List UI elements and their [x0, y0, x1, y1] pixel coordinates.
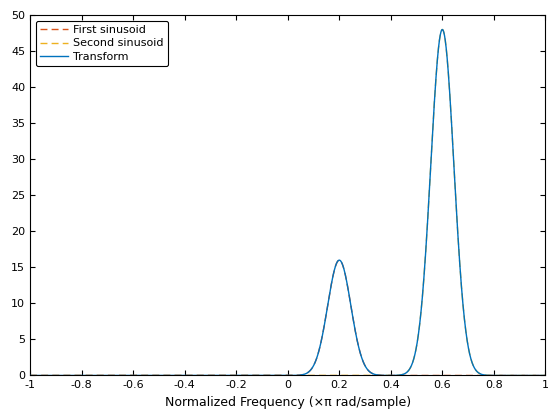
X-axis label: Normalized Frequency (×π rad/sample): Normalized Frequency (×π rad/sample)	[165, 396, 411, 409]
Line: First sinusoid: First sinusoid	[30, 260, 545, 375]
Line: Second sinusoid: Second sinusoid	[30, 29, 545, 375]
Transform	[542, 373, 549, 378]
Second sinusoid	[128, 373, 134, 378]
First sinusoid	[48, 373, 55, 378]
Transform	[439, 27, 446, 32]
Transform	[48, 373, 55, 378]
First sinusoid	[29, 373, 36, 378]
Second sinusoid	[29, 373, 36, 378]
First sinusoid	[542, 373, 549, 378]
Second sinusoid	[48, 373, 55, 378]
First sinusoid	[279, 373, 286, 378]
Line: Transform: Transform	[30, 29, 545, 375]
Second sinusoid	[439, 27, 446, 32]
Legend: First sinusoid, Second sinusoid, Transform: First sinusoid, Second sinusoid, Transfo…	[36, 21, 169, 66]
Transform	[29, 373, 36, 378]
First sinusoid	[128, 373, 134, 378]
Transform	[279, 373, 286, 378]
Transform	[27, 373, 34, 378]
Transform	[128, 373, 134, 378]
First sinusoid	[58, 373, 64, 378]
First sinusoid	[27, 373, 34, 378]
Second sinusoid	[542, 373, 549, 378]
Second sinusoid	[27, 373, 34, 378]
Second sinusoid	[515, 373, 521, 378]
Transform	[515, 373, 521, 378]
Second sinusoid	[58, 373, 64, 378]
Transform	[58, 373, 64, 378]
First sinusoid	[515, 373, 521, 378]
Second sinusoid	[279, 373, 286, 378]
First sinusoid	[336, 257, 343, 262]
